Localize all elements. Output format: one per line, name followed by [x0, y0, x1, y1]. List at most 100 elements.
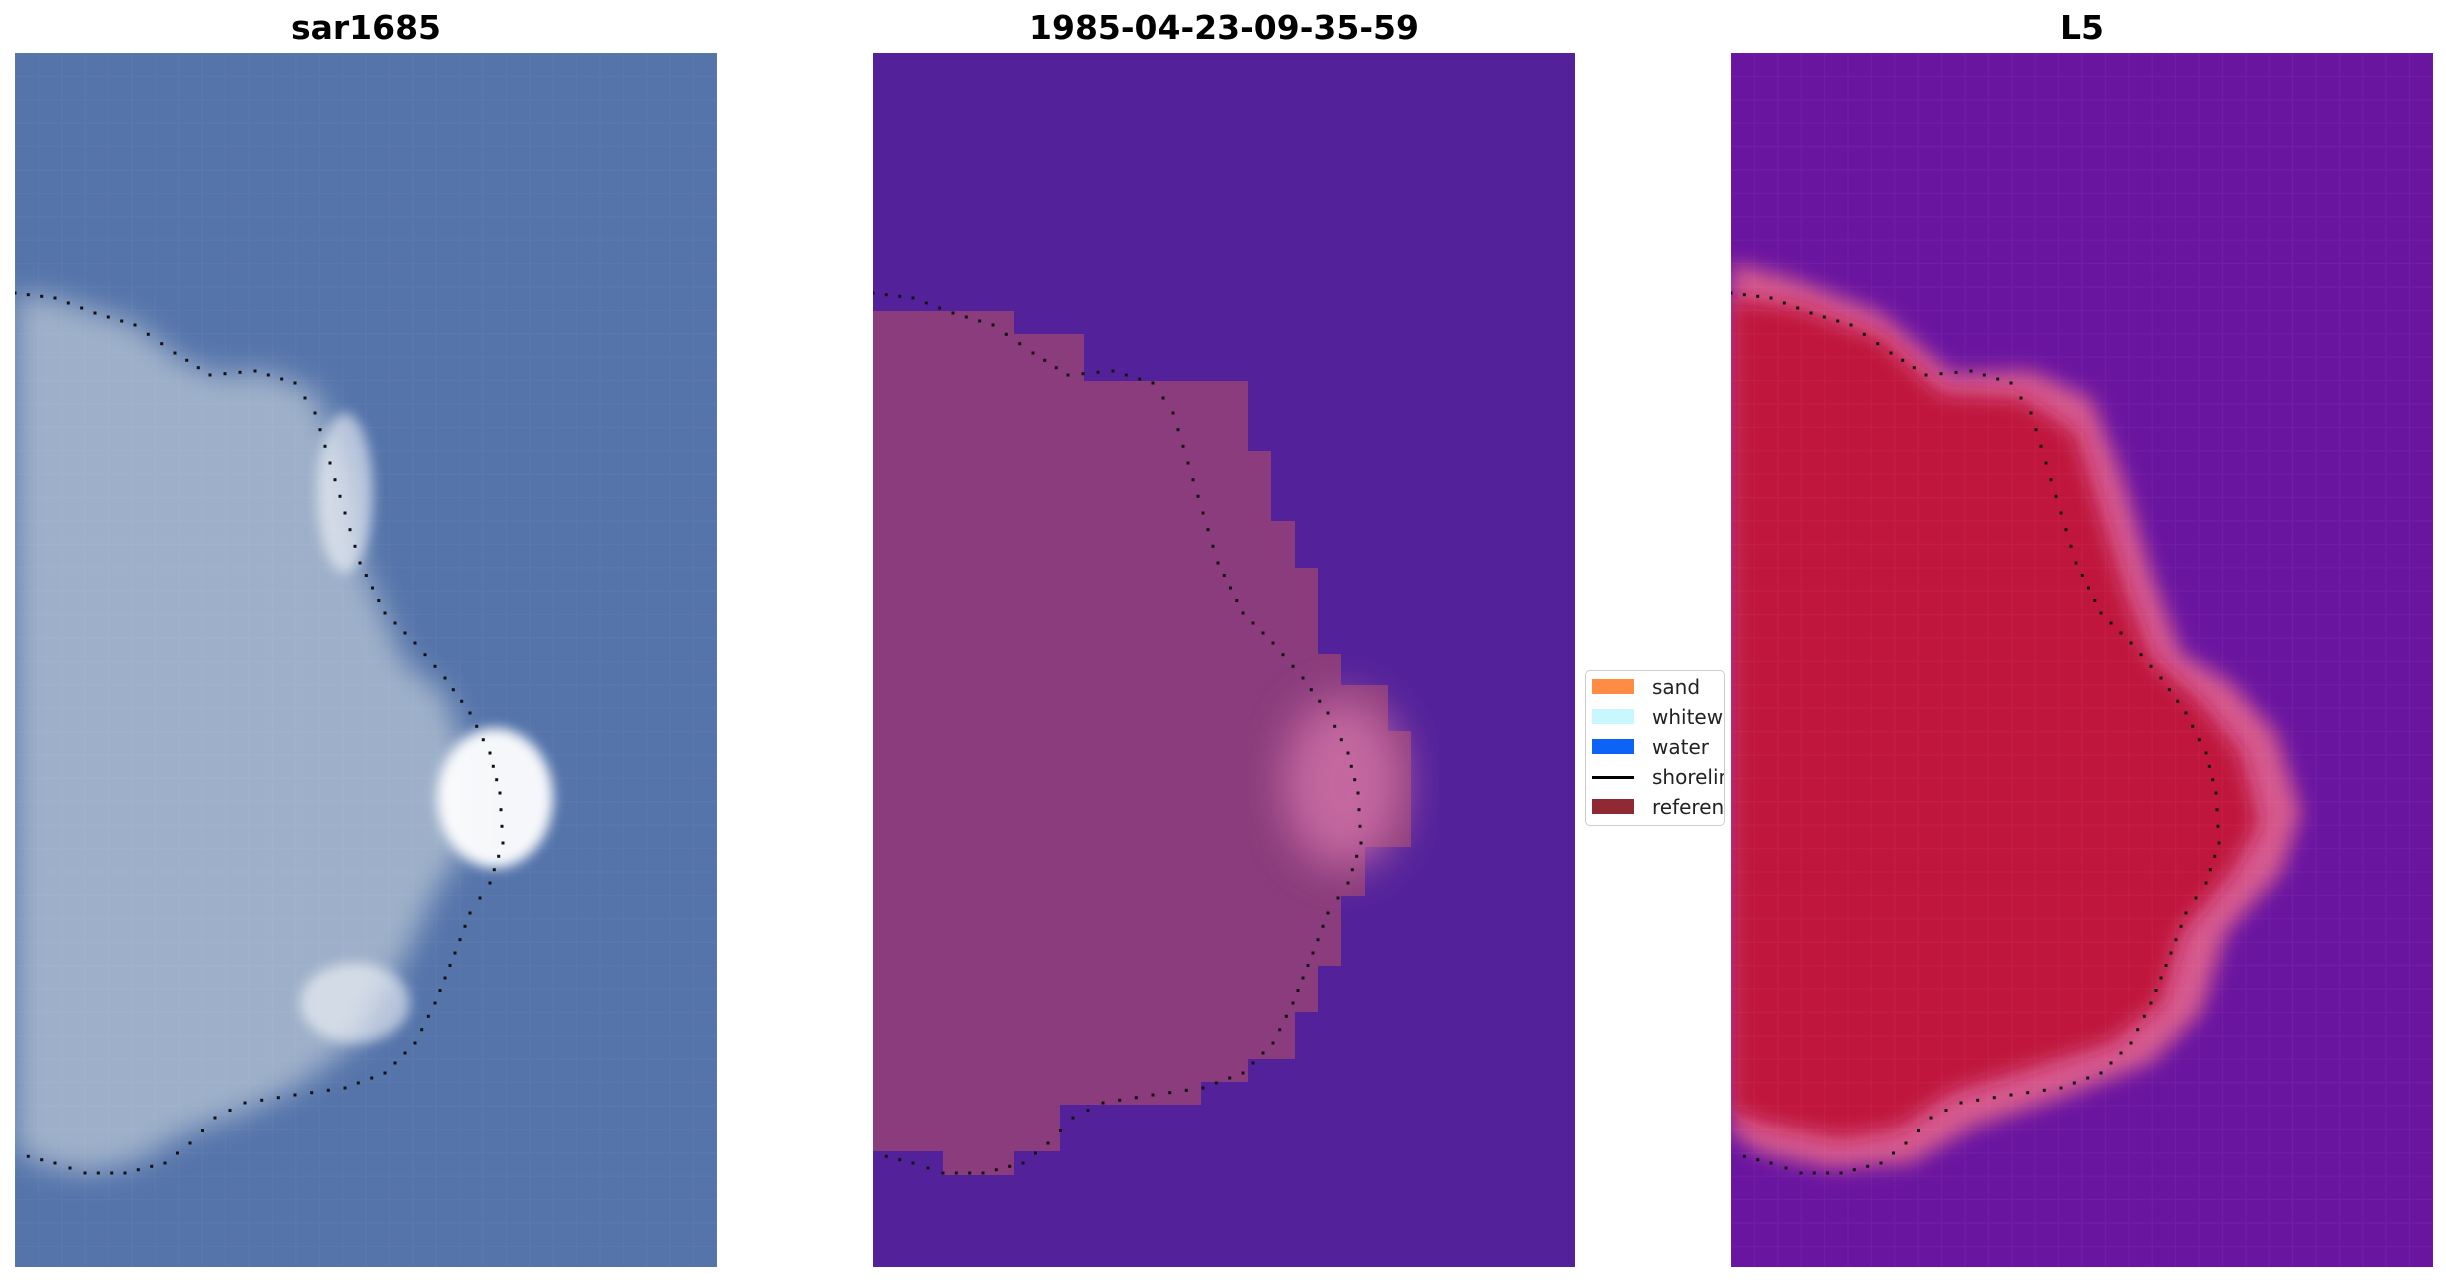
- shoreline-dot: [1355, 854, 1359, 858]
- shoreline-dot: [40, 294, 44, 298]
- panel-title-classified: 1985-04-23-09-35-59: [1029, 8, 1419, 47]
- shoreline-dot: [1118, 1098, 1122, 1102]
- shoreline-dot: [2215, 808, 2219, 812]
- shoreline-dot: [403, 631, 407, 635]
- shoreline-dot: [1904, 1141, 1908, 1145]
- shoreline-dot: [196, 366, 200, 370]
- shoreline-dot: [1031, 351, 1035, 355]
- shoreline-dot: [364, 574, 368, 577]
- shoreline-dot: [978, 319, 982, 323]
- shoreline-dot: [343, 511, 347, 515]
- shoreline-dot: [1799, 1171, 1803, 1175]
- shoreline-dot: [80, 306, 84, 310]
- shoreline-dot: [443, 976, 447, 980]
- shoreline-dot: [420, 1028, 424, 1032]
- shoreline-dot: [83, 1171, 87, 1175]
- shoreline-dot: [253, 369, 257, 373]
- shoreline-dot: [884, 293, 888, 297]
- shoreline-dot: [2034, 428, 2038, 432]
- shoreline-dot: [393, 1061, 397, 1065]
- shoreline-dot: [1066, 373, 1070, 377]
- shoreline-dot: [2159, 676, 2163, 680]
- shoreline-dot: [1021, 1161, 1025, 1165]
- shoreline-dot: [213, 1116, 217, 1120]
- shoreline-dot: [2176, 699, 2180, 703]
- shoreline-dot: [188, 1141, 192, 1145]
- shoreline-dot: [1336, 896, 1340, 900]
- shoreline-dot: [495, 778, 499, 782]
- shoreline-dot: [1171, 411, 1175, 415]
- shoreline-dot: [1992, 1096, 1996, 1100]
- shoreline-dot: [1796, 306, 1800, 310]
- shoreline-dot: [1917, 1129, 1920, 1132]
- shoreline-dot: [898, 294, 902, 298]
- shoreline-dot: [924, 301, 928, 305]
- shoreline-dot: [1954, 370, 1958, 374]
- shoreline-dot: [2069, 544, 2073, 548]
- shoreline-dot: [1201, 1086, 1205, 1090]
- shoreline-dot: [133, 323, 137, 327]
- shoreline-dot: [1151, 381, 1155, 385]
- shoreline-dot: [370, 1076, 374, 1080]
- shoreline-dot: [223, 372, 227, 376]
- legend-label: sand: [1652, 675, 1701, 699]
- shoreline-dot: [1181, 444, 1185, 448]
- shoreline-dot: [2149, 664, 2153, 668]
- shoreline-dot: [2184, 711, 2188, 715]
- shoreline-dot: [488, 751, 492, 755]
- legend-item-water: water: [1586, 735, 1724, 759]
- shoreline-dot: [1241, 611, 1245, 615]
- shoreline-dot: [2154, 989, 2158, 992]
- shoreline-dot: [123, 1171, 127, 1175]
- shoreline-dot: [1318, 699, 1322, 703]
- shoreline-dot: [2049, 478, 2053, 482]
- shoreline-dot: [448, 964, 452, 967]
- shoreline-dot: [243, 1101, 247, 1105]
- shoreline-dot: [2184, 911, 2188, 915]
- shoreline-dot: [208, 373, 212, 377]
- reference-swatch-icon: [1592, 799, 1634, 814]
- water-swatch-icon: [1592, 739, 1634, 754]
- shoreline-dot: [1059, 1129, 1062, 1132]
- shoreline-dot: [951, 311, 955, 315]
- shoreline-dot: [393, 621, 397, 625]
- shoreline-dot: [2119, 631, 2123, 635]
- shoreline-dot: [1301, 976, 1305, 980]
- shoreline-dot: [1809, 311, 1813, 315]
- shoreline-dot: [1134, 1096, 1138, 1100]
- shoreline-dot: [2099, 611, 2103, 615]
- shoreline-dot: [991, 323, 995, 327]
- shoreline-dot: [1784, 1166, 1788, 1170]
- shoreline-dot: [93, 311, 97, 315]
- shoreline-dot: [423, 653, 427, 657]
- shoreline-dot: [1281, 653, 1285, 657]
- shoreline-dot: [1346, 881, 1350, 885]
- shoreline-dot: [185, 358, 189, 362]
- shoreline-dot: [1271, 1041, 1275, 1045]
- shoreline-dot: [1241, 1071, 1245, 1075]
- shoreline-dot: [1228, 1076, 1232, 1080]
- shoreline-dot: [898, 1158, 902, 1162]
- shoreline-dot: [500, 824, 504, 828]
- shoreline-dot: [968, 1171, 972, 1175]
- shoreline-line-icon: [1592, 776, 1634, 779]
- shoreline-dot: [146, 332, 150, 336]
- legend-item-shoreline: shoreline: [1586, 765, 1724, 789]
- shoreline-dot: [1196, 494, 1200, 498]
- shoreline-dot: [1008, 1164, 1012, 1168]
- shoreline-dot: [433, 664, 437, 668]
- shoreline-dot: [1176, 428, 1180, 432]
- shoreline-dot: [348, 528, 352, 532]
- legend-label: whitewater: [1652, 705, 1724, 729]
- shoreline-dot: [964, 315, 968, 319]
- shoreline-dot: [1889, 351, 1893, 355]
- shoreline-dot: [884, 1154, 888, 1158]
- shoreline-dot: [2087, 586, 2090, 590]
- shoreline-dot: [1756, 1158, 1760, 1162]
- shoreline-dot: [1261, 1051, 1265, 1055]
- shoreline-dot: [2217, 841, 2221, 845]
- shoreline-dot: [136, 1168, 140, 1172]
- shoreline-dot: [413, 1041, 417, 1045]
- shoreline-dot: [2174, 938, 2178, 942]
- shoreline-dot: [911, 1161, 915, 1165]
